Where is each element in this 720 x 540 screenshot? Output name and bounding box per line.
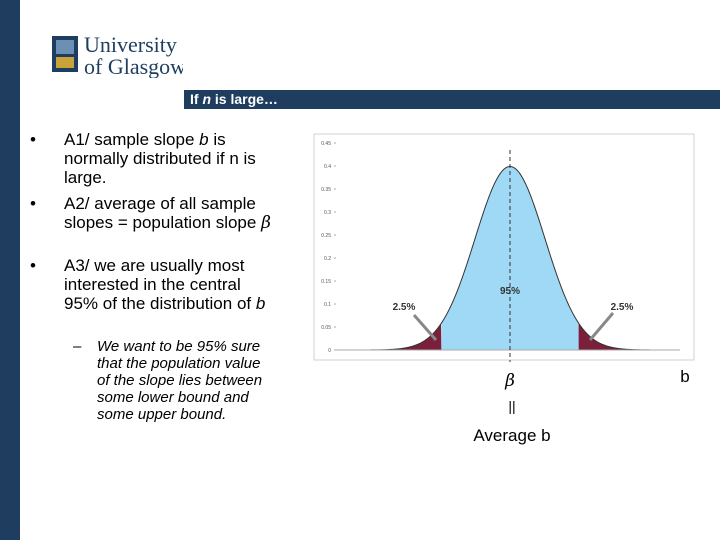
bullet: • A2/ average of all sample slopes = popu…: [30, 194, 271, 233]
y-tick-label: 0.25: [321, 233, 331, 239]
y-tick-label: 0.15: [321, 279, 331, 285]
y-tick-label: 0.1: [324, 302, 331, 308]
beta-label: β: [504, 371, 515, 391]
logo-text: University: [84, 32, 177, 57]
tail-area: [578, 323, 676, 350]
bullet: • A1/ sample slope b is normally distribu…: [30, 130, 256, 187]
header-text: If: [190, 91, 203, 107]
y-tick-label: 0.45: [321, 141, 331, 147]
bullet-text: is normally distributed if n is large.: [64, 130, 256, 187]
y-tick-label: 0.05: [321, 325, 331, 331]
y-tick-label: 0.4: [324, 164, 331, 170]
side-bar: [0, 0, 20, 540]
axis-label: b: [680, 367, 689, 386]
average-label: Average b: [473, 426, 550, 445]
y-tick-label: 0.2: [324, 256, 331, 262]
arrow: [412, 314, 438, 341]
sub-bullet-text: We want to be 95% sure that the populati…: [97, 338, 263, 423]
bullet-text: A1/ sample slope: [64, 130, 200, 149]
bullet-text: A3/ we are usually most interested in th…: [64, 256, 256, 313]
arrow: [588, 312, 615, 341]
y-tick-label: 0.3: [324, 210, 331, 216]
bullet-text: b: [255, 294, 266, 313]
annotation: 2.5%: [611, 302, 634, 313]
sub-bullet: – We want to be 95% sure that the populat…: [73, 338, 263, 423]
y-tick-label: 0: [328, 348, 331, 354]
tail-area: [345, 323, 442, 350]
logo-text: of Glasgow: [84, 54, 183, 78]
bullet-text: β: [261, 213, 271, 233]
bullet-text: A2/ average of all sample slopes = popul…: [64, 194, 262, 232]
annotation: 2.5%: [393, 302, 416, 313]
header-text: n: [202, 91, 212, 107]
equals-label: ||: [508, 398, 515, 414]
header-text: is large…: [211, 91, 278, 107]
annotation: 95%: [500, 286, 520, 297]
bullet: • A3/ we are usually most interested in t…: [30, 256, 266, 313]
logo-shield-detail: [56, 57, 74, 68]
header-bar: If n is large…: [184, 90, 720, 109]
logo-shield-detail: [56, 40, 74, 54]
bullet-text: b: [199, 130, 209, 149]
logo: University of Glasgow: [52, 32, 183, 78]
y-tick-label: 0.35: [321, 187, 331, 193]
